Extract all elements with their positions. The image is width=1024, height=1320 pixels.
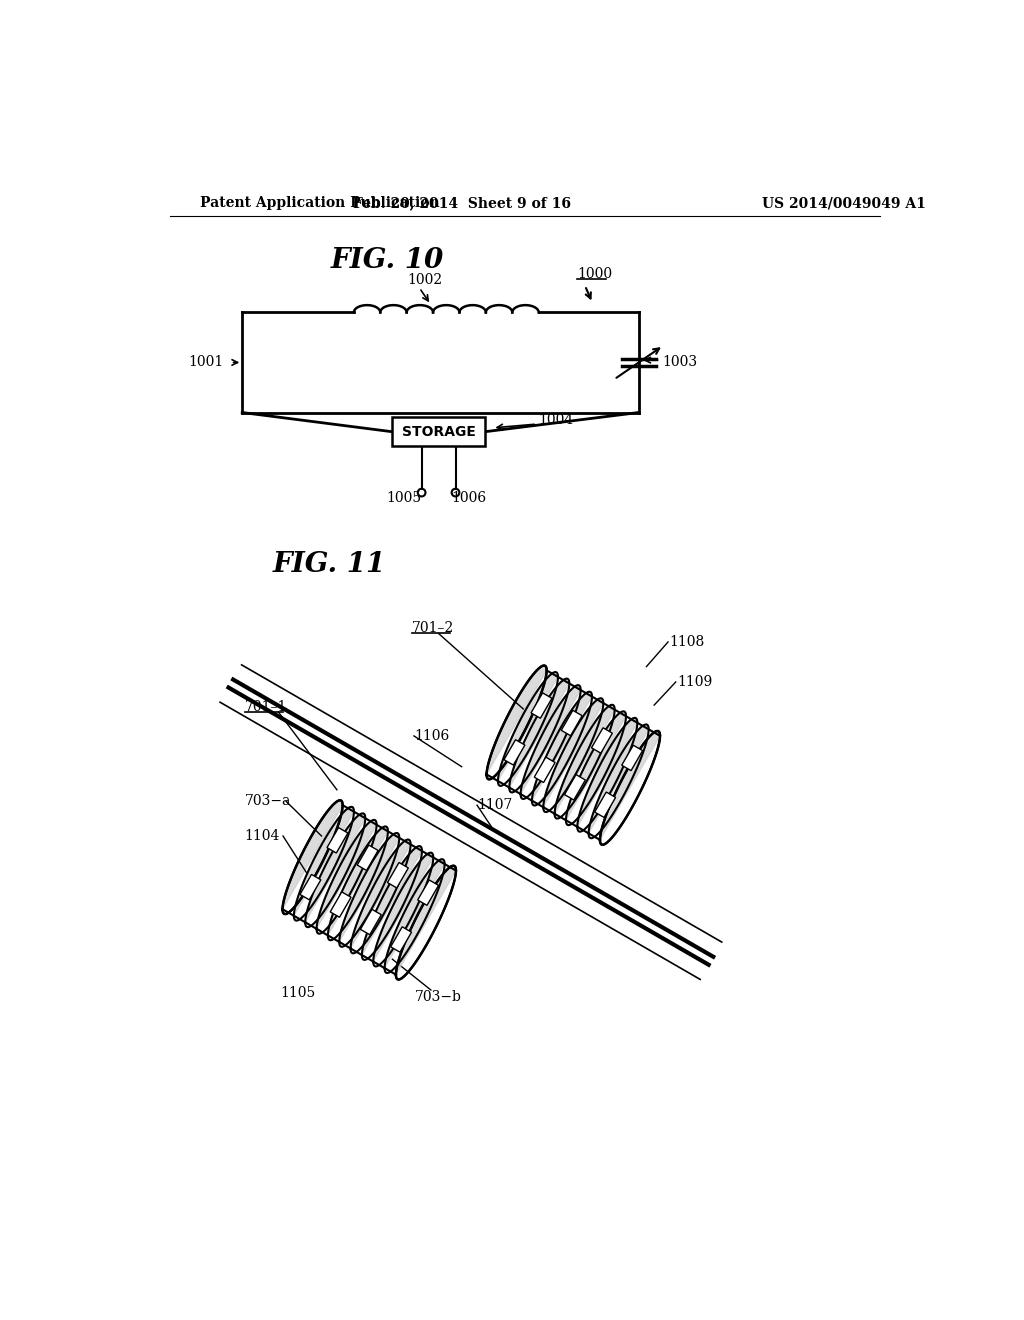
Polygon shape [531,693,552,718]
Polygon shape [360,909,381,935]
Polygon shape [361,846,422,954]
Text: 1108: 1108 [670,635,705,649]
Polygon shape [564,775,586,800]
Polygon shape [544,698,603,807]
Text: 1005: 1005 [386,491,422,506]
Polygon shape [504,739,525,766]
Polygon shape [498,672,558,781]
Polygon shape [578,718,637,826]
Polygon shape [390,927,412,952]
Polygon shape [283,800,343,909]
Text: STORAGE: STORAGE [401,425,475,438]
Text: 1000: 1000 [578,267,612,281]
Polygon shape [373,853,433,961]
Text: Feb. 20, 2014  Sheet 9 of 16: Feb. 20, 2014 Sheet 9 of 16 [352,197,570,210]
Polygon shape [622,746,643,771]
Polygon shape [486,665,547,775]
Polygon shape [357,845,378,870]
Polygon shape [418,880,438,906]
Text: 1105: 1105 [281,986,316,1001]
Polygon shape [328,826,388,936]
Text: 1006: 1006 [452,491,487,506]
Polygon shape [305,813,366,923]
Text: US 2014/0049049 A1: US 2014/0049049 A1 [762,197,926,210]
Text: 1107: 1107 [477,799,512,812]
Polygon shape [531,692,592,801]
Polygon shape [387,862,409,888]
Text: 1001: 1001 [188,355,223,370]
Polygon shape [327,828,348,853]
Polygon shape [509,678,569,788]
Text: 701–1: 701–1 [245,700,287,714]
Polygon shape [595,792,615,817]
Polygon shape [385,859,444,968]
Polygon shape [592,727,612,754]
Polygon shape [535,758,555,783]
Text: 1002: 1002 [408,273,443,286]
Polygon shape [555,705,614,813]
Polygon shape [589,725,648,833]
Bar [392,417,484,446]
Text: 703−b: 703−b [415,990,462,1005]
Polygon shape [561,710,583,735]
Polygon shape [294,807,354,916]
Polygon shape [316,820,377,929]
Text: 701–2: 701–2 [412,622,454,635]
Text: FIG. 11: FIG. 11 [273,552,386,578]
Polygon shape [396,866,456,974]
Polygon shape [300,874,321,900]
Text: 1004: 1004 [539,413,573,428]
Text: 1106: 1106 [414,729,450,743]
Text: 1109: 1109 [677,675,713,689]
Text: FIG. 10: FIG. 10 [331,247,444,275]
Polygon shape [350,840,411,949]
Text: 703−a: 703−a [245,795,291,808]
Text: 1104: 1104 [245,829,280,843]
Polygon shape [339,833,399,942]
Text: Patent Application Publication: Patent Application Publication [200,197,439,210]
Text: 1003: 1003 [662,355,697,370]
Polygon shape [330,892,351,917]
Polygon shape [520,685,581,795]
Polygon shape [566,711,626,820]
Polygon shape [600,731,660,840]
